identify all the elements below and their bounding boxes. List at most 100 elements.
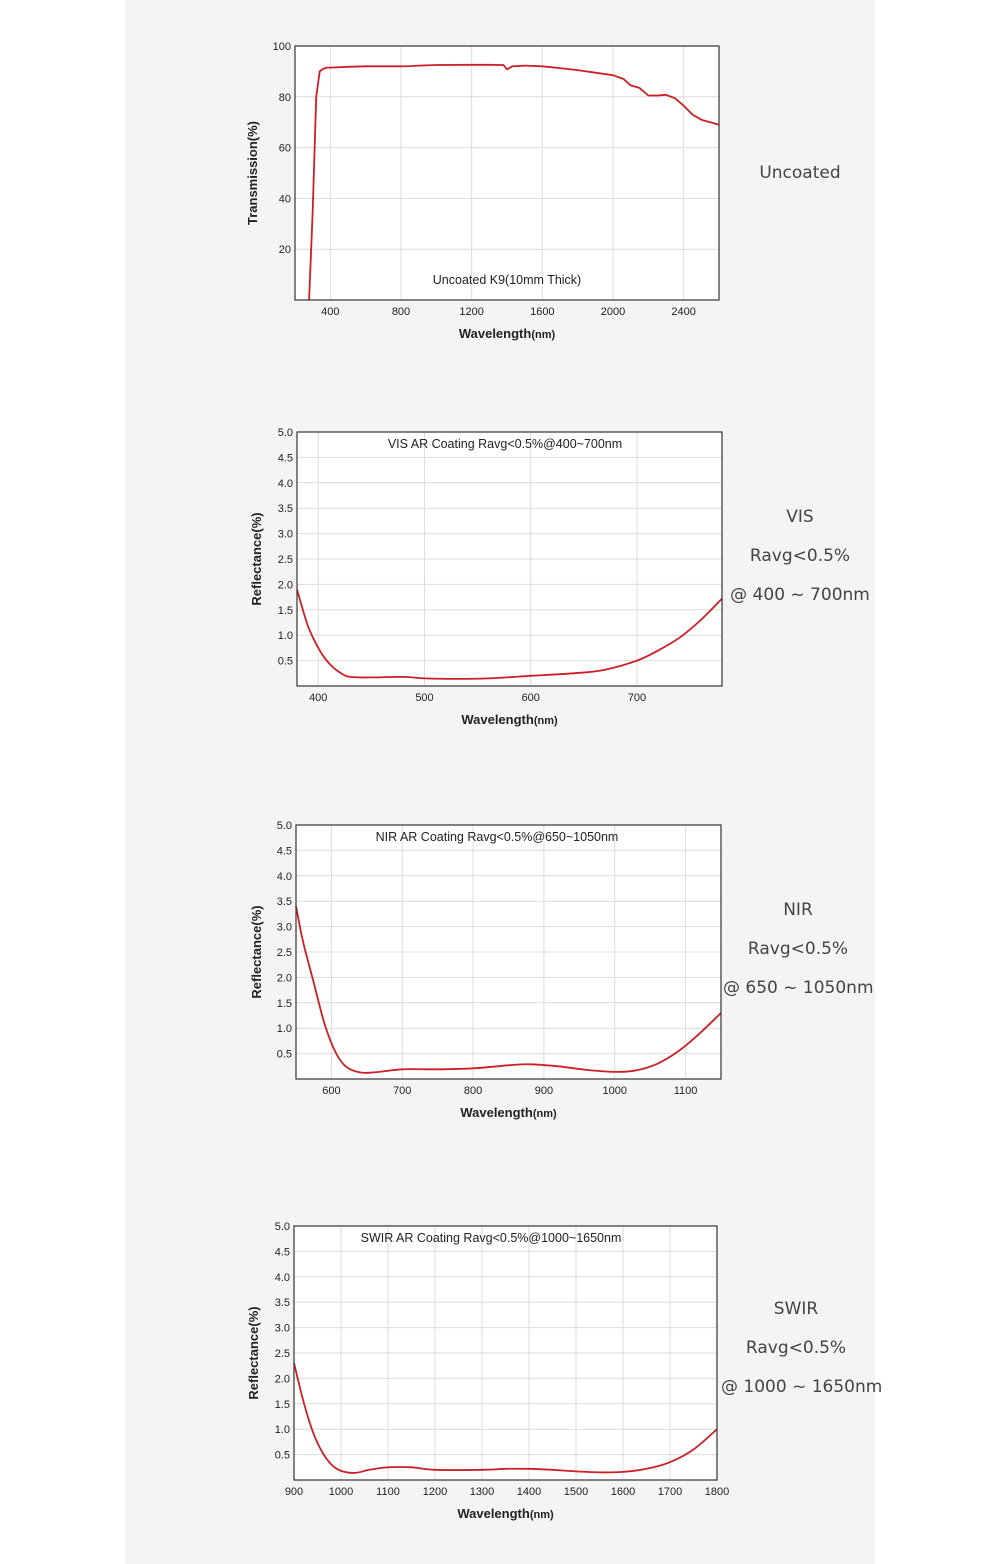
y-tick-label: 4.0: [277, 871, 292, 883]
y-tick-label: 4.5: [277, 845, 292, 857]
chart-title: VIS AR Coating Ravg<0.5%@400~700nm: [388, 437, 622, 451]
x-axis-label: Wavelength(nm): [461, 712, 558, 727]
side-label-line: SWIR: [773, 1299, 819, 1319]
x-axis-label: Wavelength(nm): [457, 1506, 554, 1521]
side-label-line: Ravg<0.5%: [747, 939, 849, 959]
swir-chart: 900 1000 1100 1200 1300 1400 1500 1600 1700 1800 0…: [246, 1221, 729, 1521]
nir-side-label: NIR Ravg<0.5% @ 650 ~ 1050nm: [723, 891, 874, 1008]
vis-side-label: VIS Ravg<0.5% @ 400 ~ 700nm: [725, 498, 875, 615]
vis-chart: 400 500 600 700 0.5 1.0 1.5 2.0 2.5 3.0 3.5 4.0 4.5 5…: [249, 427, 723, 727]
y-tick-label: 3.0: [277, 922, 292, 934]
y-tick-label: 3.0: [275, 1323, 290, 1335]
y-tick-label: 2.5: [278, 554, 293, 566]
y-tick-label: 3.5: [275, 1297, 290, 1309]
y-axis-label: Reflectance(%): [249, 905, 264, 998]
y-axis-label: Transmission(%): [245, 121, 260, 225]
y-tick-label: 2.5: [277, 947, 292, 959]
y-tick-label: 60: [279, 143, 291, 155]
y-tick-label: 4.5: [275, 1246, 290, 1258]
x-tick-label: 1200: [423, 1486, 447, 1498]
series-line: [296, 589, 723, 680]
x-tick-label: 1100: [674, 1085, 698, 1097]
x-tick-label: 1000: [329, 1486, 353, 1498]
uncoated-chart: 400 800 1200 1600 2000 2400 20 40 60 80 100 Wavelen…: [245, 41, 720, 341]
side-label-line: Uncoated: [759, 163, 841, 183]
x-tick-label: 900: [535, 1085, 553, 1097]
y-tick-label: 1.0: [277, 1023, 292, 1035]
plot-frame: [294, 45, 720, 301]
uncoated-panel: 400 800 1200 1600 2000 2400 20 40 60 80 100 Wavelen…: [125, 0, 875, 360]
uncoated-side-label: Uncoated: [725, 154, 875, 193]
x-tick-label: 600: [322, 1085, 340, 1097]
x-tick-label: 2400: [671, 306, 695, 318]
side-label-line: Ravg<0.5%: [745, 1338, 847, 1358]
y-tick-label: 3.0: [278, 529, 293, 541]
y-tick-label: 2.0: [277, 972, 292, 984]
x-tick-label: 800: [464, 1085, 482, 1097]
x-tick-label: 1500: [564, 1486, 588, 1498]
chart-title: NIR AR Coating Ravg<0.5%@650~1050nm: [376, 830, 619, 844]
y-tick-label: 4.0: [278, 478, 293, 490]
series-line: [308, 63, 720, 301]
y-tick-label: 2.0: [278, 579, 293, 591]
y-tick-label: 4.5: [278, 452, 293, 464]
nir-chart: 600 700 800 900 1000 1100 0.5 1.0 1.5 2.0 2.5 3.0 3.…: [249, 820, 722, 1120]
side-label-line: NIR: [783, 900, 813, 920]
y-tick-label: 1.5: [277, 998, 292, 1010]
x-tick-label: 800: [392, 306, 410, 318]
y-tick-label: 0.5: [278, 656, 293, 668]
y-tick-label: 80: [279, 92, 291, 104]
side-label-line: @ 1000 ~ 1650nm: [721, 1377, 883, 1397]
x-tick-label: 600: [522, 692, 540, 704]
x-tick-label: 1400: [517, 1486, 541, 1498]
x-tick-label: 400: [309, 692, 327, 704]
x-tick-label: 400: [321, 306, 339, 318]
y-tick-label: 3.5: [278, 503, 293, 515]
swir-side-label: SWIR Ravg<0.5% @ 1000 ~ 1650nm: [721, 1290, 883, 1407]
plot-frame: [293, 1225, 718, 1481]
y-tick-label: 5.0: [277, 820, 292, 832]
swir-panel: 900 1000 1100 1200 1300 1400 1500 1600 1700 1800 0…: [125, 0, 883, 1564]
y-tick-label: 1.0: [275, 1424, 290, 1436]
y-tick-label: 2.0: [275, 1373, 290, 1385]
y-axis-label: Reflectance(%): [246, 1306, 261, 1399]
plot-area: [295, 46, 719, 300]
side-label-line: VIS: [786, 507, 814, 527]
side-label-line: Ravg<0.5%: [749, 546, 851, 566]
y-tick-label: 3.5: [277, 896, 292, 908]
plot-frame: [296, 431, 723, 687]
x-tick-label: 1100: [376, 1486, 400, 1498]
y-tick-label: 100: [273, 41, 291, 53]
x-tick-label: 2000: [601, 306, 625, 318]
y-tick-label: 20: [279, 244, 291, 256]
x-tick-label: 1600: [530, 306, 554, 318]
y-tick-label: 4.0: [275, 1272, 290, 1284]
x-tick-label: 700: [628, 692, 646, 704]
side-label-line: @ 400 ~ 700nm: [730, 585, 870, 605]
x-tick-label: 1300: [470, 1486, 494, 1498]
y-axis-label: Reflectance(%): [249, 512, 264, 605]
x-tick-label: 1800: [705, 1486, 729, 1498]
spec-sheet: 400 800 1200 1600 2000 2400 20 40 60 80 100 Wavelen…: [125, 0, 883, 1564]
y-tick-label: 1.0: [278, 630, 293, 642]
nir-panel: 600 700 800 900 1000 1100 0.5 1.0 1.5 2.0 2.5 3.0 3.…: [125, 0, 875, 1150]
x-tick-label: 1600: [611, 1486, 635, 1498]
x-tick-label: 1200: [459, 306, 483, 318]
chart-title: SWIR AR Coating Ravg<0.5%@1000~1650nm: [361, 1231, 622, 1245]
side-label-line: @ 650 ~ 1050nm: [723, 978, 874, 998]
x-tick-label: 500: [415, 692, 433, 704]
x-tick-label: 900: [285, 1486, 303, 1498]
x-axis-label: Wavelength(nm): [459, 326, 556, 341]
x-tick-label: 1000: [603, 1085, 627, 1097]
y-tick-label: 1.5: [275, 1399, 290, 1411]
plot-frame: [295, 824, 722, 1080]
series-line: [293, 1362, 718, 1474]
y-tick-label: 0.5: [277, 1049, 292, 1061]
series-line: [295, 906, 722, 1074]
chart-title: Uncoated K9(10mm Thick): [433, 273, 581, 287]
y-tick-label: 1.5: [278, 605, 293, 617]
y-tick-label: 40: [279, 193, 291, 205]
x-axis-label: Wavelength(nm): [460, 1105, 557, 1120]
x-tick-label: 1700: [658, 1486, 682, 1498]
y-tick-label: 5.0: [275, 1221, 290, 1233]
